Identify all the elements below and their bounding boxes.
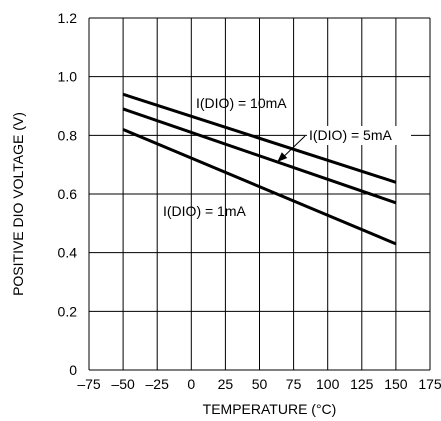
- x-tick-label: –25: [146, 376, 170, 392]
- series-lines: [122, 92, 397, 246]
- annotations: I(DIO) = 10mA I(DIO) = 5mA I(DIO) = 1mA: [163, 95, 411, 219]
- x-tick-label: 0: [187, 376, 195, 392]
- y-tick-label: 0.2: [58, 303, 78, 319]
- x-tick-label: 100: [316, 376, 340, 392]
- annotation-background: [307, 126, 411, 145]
- y-tick-label: 1.0: [58, 69, 78, 85]
- grid: [88, 17, 431, 371]
- series-line-2: [122, 128, 397, 246]
- x-tick-labels: –75 –50 –25 0 25 50 75 100 125 150 175: [77, 376, 441, 392]
- annotation-arrowhead: [277, 152, 288, 162]
- y-tick-label: 0.4: [58, 245, 78, 261]
- x-tick-label: 75: [286, 376, 302, 392]
- y-tick-label: 0: [69, 362, 77, 378]
- annotation-label-0: I(DIO) = 10mA: [196, 95, 287, 111]
- y-axis-label: POSITIVE DIO VOLTAGE (V): [10, 112, 26, 296]
- x-tick-label: 175: [418, 376, 441, 392]
- y-tick-labels: 0 0.2 0.4 0.6 0.8 1.0 1.2: [58, 10, 78, 378]
- x-tick-label: –75: [77, 376, 101, 392]
- series-line-1: [122, 107, 397, 205]
- x-tick-label: 50: [252, 376, 268, 392]
- y-tick-label: 1.2: [58, 10, 78, 26]
- y-tick-label: 0.8: [58, 127, 78, 143]
- annotation-label-2: I(DIO) = 1mA: [163, 203, 247, 219]
- annotation-label-1: I(DIO) = 5mA: [309, 127, 393, 143]
- annotation-arrow-line: [280, 135, 306, 160]
- series-line-0: [122, 92, 397, 184]
- x-axis-label: TEMPERATURE (°C): [203, 401, 337, 417]
- y-tick-label: 0.6: [58, 186, 78, 202]
- x-tick-label: 25: [218, 376, 234, 392]
- x-tick-label: –50: [111, 376, 135, 392]
- x-tick-label: 150: [384, 376, 408, 392]
- x-tick-label: 125: [350, 376, 374, 392]
